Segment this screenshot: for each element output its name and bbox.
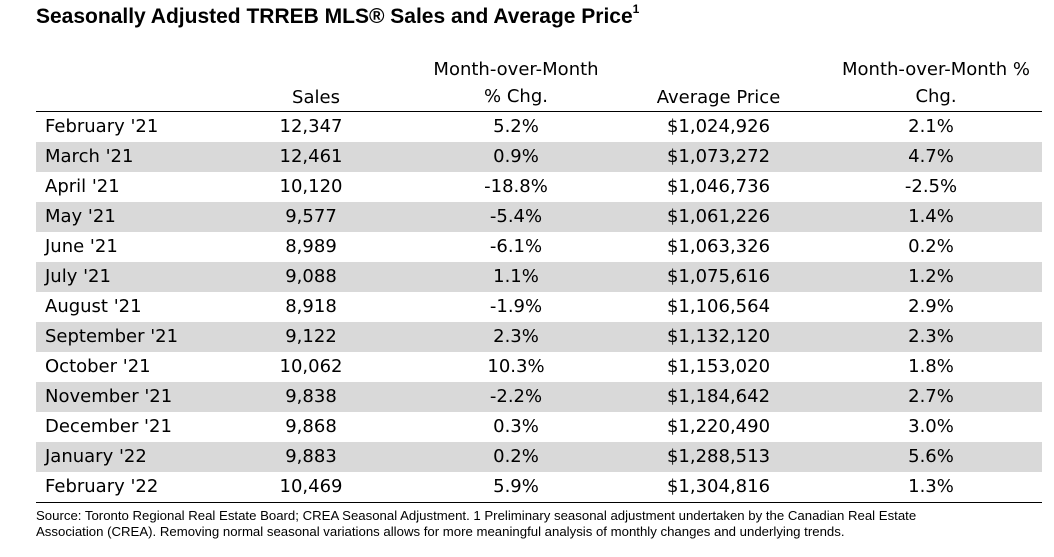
- table-row: November '21 9,838 -2.2% $1,184,642 2.7%: [36, 382, 1042, 412]
- cell-average-price: $1,184,642: [666, 386, 771, 407]
- table-row: July '21 9,088 1.1% $1,075,616 1.2%: [36, 262, 1042, 292]
- cell-sales-mom-chg: 0.2%: [493, 446, 539, 467]
- cell-price-mom-chg: 3.0%: [908, 416, 954, 437]
- cell-average-price: $1,073,272: [666, 146, 771, 167]
- cell-sales-mom-chg: -5.4%: [489, 206, 543, 227]
- cell-sales: 9,883: [285, 446, 337, 467]
- table-row: October '21 10,062 10.3% $1,153,020 1.8%: [36, 352, 1042, 382]
- cell-price-mom-chg: 2.9%: [908, 296, 954, 317]
- cell-sales: 10,062: [279, 356, 343, 377]
- header-sales-mom-chg-line1: Month-over-Month: [433, 59, 599, 80]
- cell-price-mom-chg: 0.2%: [908, 236, 954, 257]
- table-body: February '21 12,347 5.2% $1,024,926 2.1% Marc…: [36, 112, 1042, 503]
- cell-month: February '21: [45, 116, 159, 137]
- table-row: January '22 9,883 0.2% $1,288,513 5.6%: [36, 442, 1042, 472]
- cell-sales-mom-chg: 10.3%: [487, 356, 545, 377]
- cell-average-price: $1,132,120: [666, 326, 771, 347]
- table-header: Sales Month-over-Month % Chg. Average Pr…: [36, 56, 1042, 112]
- cell-price-mom-chg: 2.7%: [908, 386, 954, 407]
- cell-average-price: $1,063,326: [666, 236, 771, 257]
- cell-price-mom-chg: -2.5%: [904, 176, 958, 197]
- cell-month: September '21: [45, 326, 179, 347]
- cell-sales-mom-chg: 5.2%: [493, 116, 539, 137]
- table-row: September '21 9,122 2.3% $1,132,120 2.3%: [36, 322, 1042, 352]
- header-price-mom-chg-line2: Chg.: [915, 86, 957, 107]
- cell-sales-mom-chg: 0.3%: [493, 416, 539, 437]
- cell-average-price: $1,046,736: [666, 176, 771, 197]
- cell-sales: 10,120: [279, 176, 343, 197]
- sales-price-table: Sales Month-over-Month % Chg. Average Pr…: [36, 56, 1042, 503]
- cell-sales: 8,918: [285, 296, 337, 317]
- cell-sales: 8,989: [285, 236, 337, 257]
- cell-price-mom-chg: 1.2%: [908, 266, 954, 287]
- cell-sales-mom-chg: 5.9%: [493, 476, 539, 497]
- header-price-mom-chg-line1: Month-over-Month %: [842, 59, 1030, 80]
- cell-month: August '21: [45, 296, 142, 317]
- table-row: February '22 10,469 5.9% $1,304,816 1.3%: [36, 472, 1042, 502]
- cell-price-mom-chg: 1.3%: [908, 476, 954, 497]
- cell-month: October '21: [45, 356, 151, 377]
- cell-month: November '21: [45, 386, 173, 407]
- cell-month: January '22: [45, 446, 147, 467]
- source-note-line1: Source: Toronto Regional Real Estate Boa…: [36, 508, 917, 523]
- cell-sales-mom-chg: -1.9%: [489, 296, 543, 317]
- cell-average-price: $1,288,513: [666, 446, 771, 467]
- cell-average-price: $1,061,226: [666, 206, 771, 227]
- cell-sales: 12,461: [279, 146, 343, 167]
- header-sales-mom-chg: Month-over-Month % Chg.: [406, 56, 626, 110]
- cell-sales-mom-chg: 1.1%: [493, 266, 539, 287]
- cell-average-price: $1,153,020: [666, 356, 771, 377]
- cell-average-price: $1,304,816: [666, 476, 771, 497]
- cell-month: June '21: [45, 236, 118, 257]
- cell-price-mom-chg: 5.6%: [908, 446, 954, 467]
- title-text: Seasonally Adjusted TRREB MLS® Sales and…: [36, 5, 633, 28]
- cell-sales-mom-chg: 2.3%: [493, 326, 539, 347]
- cell-average-price: $1,075,616: [666, 266, 771, 287]
- table-row: May '21 9,577 -5.4% $1,061,226 1.4%: [36, 202, 1042, 232]
- title-footnote-marker: 1: [632, 2, 640, 16]
- cell-month: December '21: [45, 416, 172, 437]
- cell-price-mom-chg: 2.1%: [908, 116, 954, 137]
- cell-average-price: $1,024,926: [666, 116, 771, 137]
- cell-price-mom-chg: 1.4%: [908, 206, 954, 227]
- cell-month: July '21: [45, 266, 111, 287]
- cell-sales: 10,469: [279, 476, 343, 497]
- cell-sales-mom-chg: -18.8%: [484, 176, 548, 197]
- table-row: March '21 12,461 0.9% $1,073,272 4.7%: [36, 142, 1042, 172]
- table-row: February '21 12,347 5.2% $1,024,926 2.1%: [36, 112, 1042, 142]
- cell-average-price: $1,220,490: [666, 416, 771, 437]
- table-row: August '21 8,918 -1.9% $1,106,564 2.9%: [36, 292, 1042, 322]
- cell-sales: 9,577: [285, 206, 337, 227]
- cell-price-mom-chg: 1.8%: [908, 356, 954, 377]
- cell-sales: 9,868: [285, 416, 337, 437]
- cell-price-mom-chg: 4.7%: [908, 146, 954, 167]
- table-row: June '21 8,989 -6.1% $1,063,326 0.2%: [36, 232, 1042, 262]
- header-sales-mom-chg-line2: % Chg.: [484, 86, 548, 107]
- cell-month: May '21: [45, 206, 116, 227]
- header-price-mom-chg: Month-over-Month % Chg.: [816, 56, 1054, 110]
- cell-sales-mom-chg: -6.1%: [489, 236, 543, 257]
- table-row: December '21 9,868 0.3% $1,220,490 3.0%: [36, 412, 1042, 442]
- cell-sales-mom-chg: 0.9%: [493, 146, 539, 167]
- page-title: Seasonally Adjusted TRREB MLS® Sales and…: [36, 2, 640, 29]
- table-row: April '21 10,120 -18.8% $1,046,736 -2.5%: [36, 172, 1042, 202]
- cell-month: March '21: [45, 146, 134, 167]
- cell-sales: 9,122: [285, 326, 337, 347]
- cell-month: April '21: [45, 176, 120, 197]
- cell-sales: 9,838: [285, 386, 337, 407]
- cell-price-mom-chg: 2.3%: [908, 326, 954, 347]
- cell-sales: 12,347: [279, 116, 343, 137]
- source-note: Source: Toronto Regional Real Estate Boa…: [36, 508, 1046, 540]
- cell-sales-mom-chg: -2.2%: [489, 386, 543, 407]
- header-sales: Sales: [292, 87, 340, 108]
- cell-month: February '22: [45, 476, 159, 497]
- source-note-line2: Association (CREA). Removing normal seas…: [36, 524, 845, 539]
- cell-average-price: $1,106,564: [666, 296, 771, 317]
- header-average-price: Average Price: [656, 87, 781, 108]
- cell-sales: 9,088: [285, 266, 337, 287]
